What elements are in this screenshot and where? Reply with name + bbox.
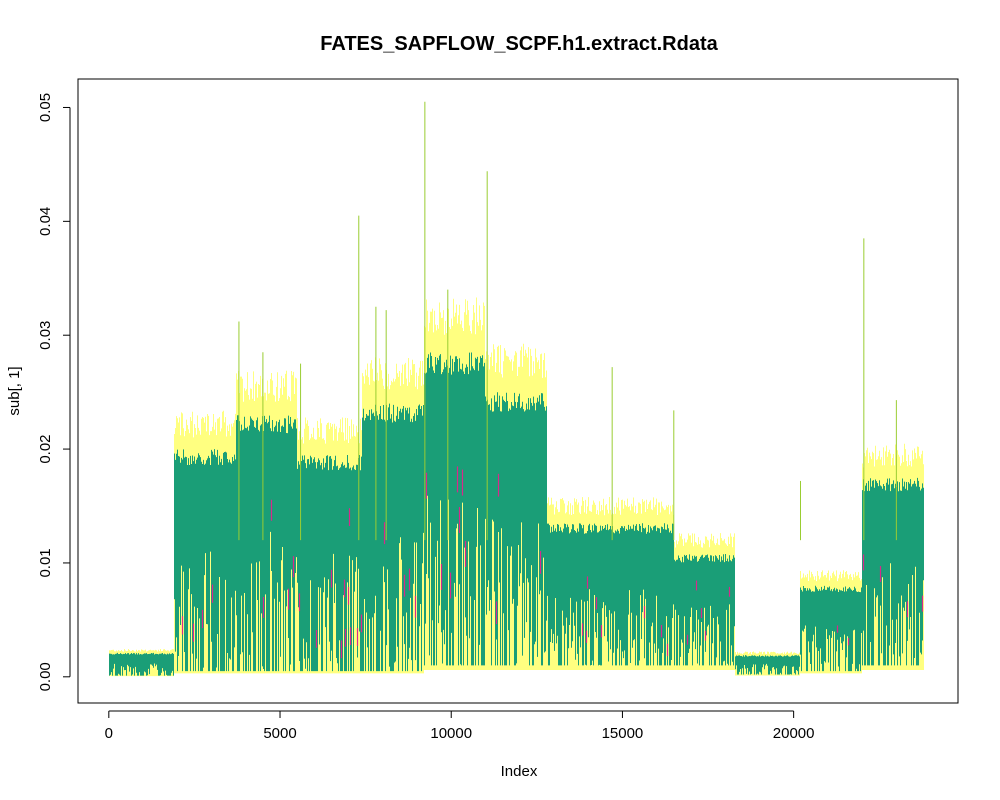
x-tick-label: 0 xyxy=(105,725,113,742)
x-axis: 0 5000 10000 15000 20000 xyxy=(105,710,815,742)
series-trough xyxy=(181,466,924,659)
y-axis-label: sub[, 1] xyxy=(6,366,23,415)
y-tick-label: 0.05 xyxy=(37,93,54,122)
data-series-layer xyxy=(109,101,924,677)
x-tick-label: 15000 xyxy=(602,725,644,742)
y-tick-label: 0.03 xyxy=(37,321,54,350)
x-tick-label: 10000 xyxy=(430,725,472,742)
chart-title: FATES_SAPFLOW_SCPF.h1.extract.Rdata xyxy=(320,33,718,55)
y-axis: 0.00 0.01 0.02 0.03 0.04 0.05 xyxy=(37,93,71,691)
series-spikes xyxy=(238,101,897,541)
y-tick-label: 0.00 xyxy=(37,662,54,691)
y-tick-label: 0.02 xyxy=(37,434,54,463)
x-axis-label: Index xyxy=(501,763,538,780)
plot-frame xyxy=(77,78,959,704)
y-tick-label: 0.04 xyxy=(37,207,54,236)
x-tick-label: 5000 xyxy=(263,725,296,742)
x-tick-label: 20000 xyxy=(773,725,815,742)
y-tick-label: 0.01 xyxy=(37,548,54,577)
